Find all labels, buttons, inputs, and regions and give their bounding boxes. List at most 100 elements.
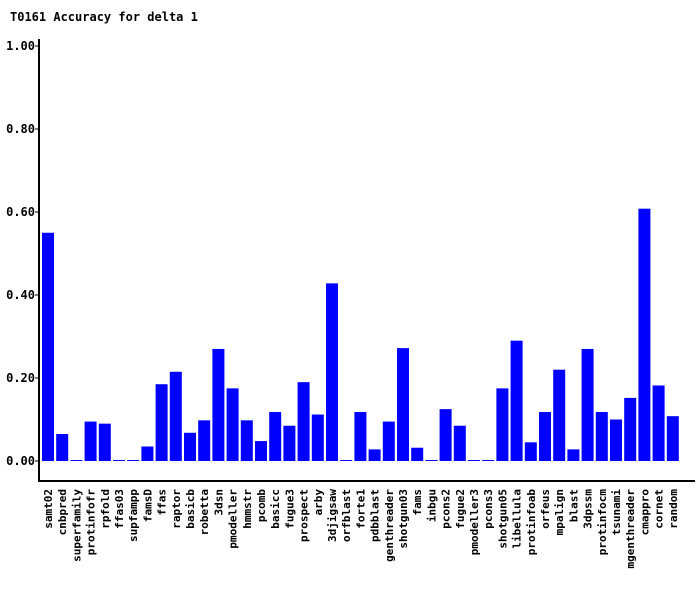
x-tick-label: pcomb — [255, 489, 268, 522]
bar-protinfofr — [84, 421, 97, 461]
bar-forte1 — [354, 412, 367, 461]
bar-orfeus — [539, 412, 551, 461]
x-tick-label: 3dsn — [212, 489, 225, 516]
bars — [42, 208, 679, 461]
x-tick-label: cnbpred — [56, 489, 69, 535]
bar-cmappro — [638, 208, 651, 461]
bar-pcomb — [255, 441, 267, 461]
x-tick-label: protinfoab — [525, 489, 538, 556]
bar-samt02 — [42, 232, 54, 461]
x-tick-label: 3dpssm — [582, 489, 595, 529]
x-tick-label: basicc — [269, 489, 282, 529]
bar-raptor — [169, 371, 182, 461]
x-tick-label: rpfold — [99, 489, 112, 529]
x-tick-label: prospect — [298, 489, 311, 542]
bar-arby — [311, 414, 324, 461]
bar-3dpssm — [581, 348, 594, 461]
bar-robetta — [198, 420, 211, 461]
bar-protinfoab — [524, 442, 537, 461]
bar-inbgu — [425, 460, 438, 461]
x-tick-label: famsD — [141, 489, 154, 522]
x-tick-label: fams — [411, 489, 424, 516]
x-tick-label: libellula — [511, 489, 524, 549]
y-tick-label: 1.00 — [6, 39, 35, 53]
x-tick-label: random — [667, 489, 680, 529]
x-tick-label: robetta — [198, 489, 211, 535]
x-tick-label: cornet — [653, 489, 666, 529]
x-tick-label: blast — [567, 489, 580, 522]
bar-cnbpred — [56, 434, 69, 461]
x-tick-label: forte1 — [354, 489, 367, 529]
x-tick-label: hmmstr — [241, 489, 254, 529]
x-tick-label: orfeus — [539, 489, 552, 529]
x-tick-label: shotgun05 — [496, 489, 509, 549]
x-tick-label: orfblast — [340, 489, 353, 542]
bar-pmodeller — [226, 388, 239, 461]
x-tick-label: pdbblast — [369, 489, 382, 542]
bar-mgenthreader — [624, 397, 637, 461]
chart-title: T0161 Accuracy for delta 1 — [10, 10, 198, 24]
y-tick-label: 0.20 — [6, 371, 35, 385]
x-tick-label: pcons2 — [440, 489, 453, 529]
x-tick-label: pcons3 — [482, 489, 495, 529]
x-tick-label: protinfofr — [85, 489, 98, 556]
bar-ffas03 — [113, 460, 125, 461]
bar-blast — [567, 449, 580, 461]
y-axis-ticks: 0.00 0.20 0.40 0.60 0.80 1.00 — [6, 39, 39, 468]
bar-prospect — [297, 382, 310, 461]
bar-supfampp — [127, 460, 140, 461]
bar-fams — [411, 447, 424, 461]
bar-3dsn — [212, 348, 225, 461]
bar-tsunami — [610, 419, 622, 461]
x-tick-label: basicb — [184, 489, 197, 529]
bar-orfblast — [340, 460, 353, 461]
x-tick-label: inbgu — [425, 489, 438, 522]
y-tick-label: 0.80 — [6, 122, 35, 136]
x-tick-label: superfamily — [70, 489, 83, 562]
x-tick-label: fugue3 — [283, 489, 296, 529]
x-tick-label: samt02 — [42, 489, 55, 529]
y-tick-label: 0.00 — [6, 454, 35, 468]
bar-3djigsaw — [326, 283, 338, 461]
x-tick-label: fugue2 — [454, 489, 467, 529]
bar-libellula — [510, 340, 523, 461]
x-tick-label: tsunami — [610, 489, 623, 536]
bar-pcons3 — [482, 460, 495, 461]
x-tick-label: ffas03 — [113, 489, 126, 529]
x-tick-label: 3djigsaw — [326, 489, 339, 542]
bar-famsD — [141, 446, 154, 461]
bar-hmmstr — [240, 420, 253, 461]
bar-pmodeller3 — [468, 460, 480, 461]
x-tick-label: genthreader — [383, 489, 396, 562]
bar-protinfocm — [595, 412, 608, 461]
bar-genthreader — [382, 421, 395, 461]
bar-fugue3 — [283, 425, 296, 461]
x-tick-label: pmodeller3 — [468, 489, 481, 555]
x-tick-label: supfampp — [127, 489, 140, 542]
x-tick-label: raptor — [170, 489, 183, 529]
y-tick-label: 0.60 — [6, 205, 35, 219]
x-tick-label: cmappro — [638, 489, 651, 536]
x-tick-label: ffas — [156, 489, 169, 516]
bar-cornet — [652, 385, 665, 461]
x-axis-ticks: samt02 cnbpred superfamily protinfofr rpfold… — [42, 489, 680, 569]
bar-pcons2 — [439, 409, 452, 461]
bar-shotgun03 — [397, 348, 409, 461]
x-tick-label: mpalign — [553, 489, 566, 535]
bar-rpfold — [98, 423, 111, 461]
bar-pdbblast — [368, 449, 381, 461]
x-tick-label: pmodeller — [227, 489, 240, 549]
bar-basicc — [269, 412, 282, 461]
bar-random — [666, 416, 679, 461]
x-tick-label: mgenthreader — [624, 489, 637, 569]
bar-fugue2 — [453, 425, 466, 461]
x-tick-label: arby — [312, 489, 325, 516]
bar-mpalign — [553, 369, 566, 461]
bar-basicb — [184, 432, 196, 461]
y-tick-label: 0.40 — [6, 288, 35, 302]
bar-shotgun05 — [496, 388, 509, 461]
x-tick-label: protinfocm — [596, 489, 609, 556]
bar-ffas — [155, 384, 168, 461]
bar-superfamily — [70, 460, 83, 461]
